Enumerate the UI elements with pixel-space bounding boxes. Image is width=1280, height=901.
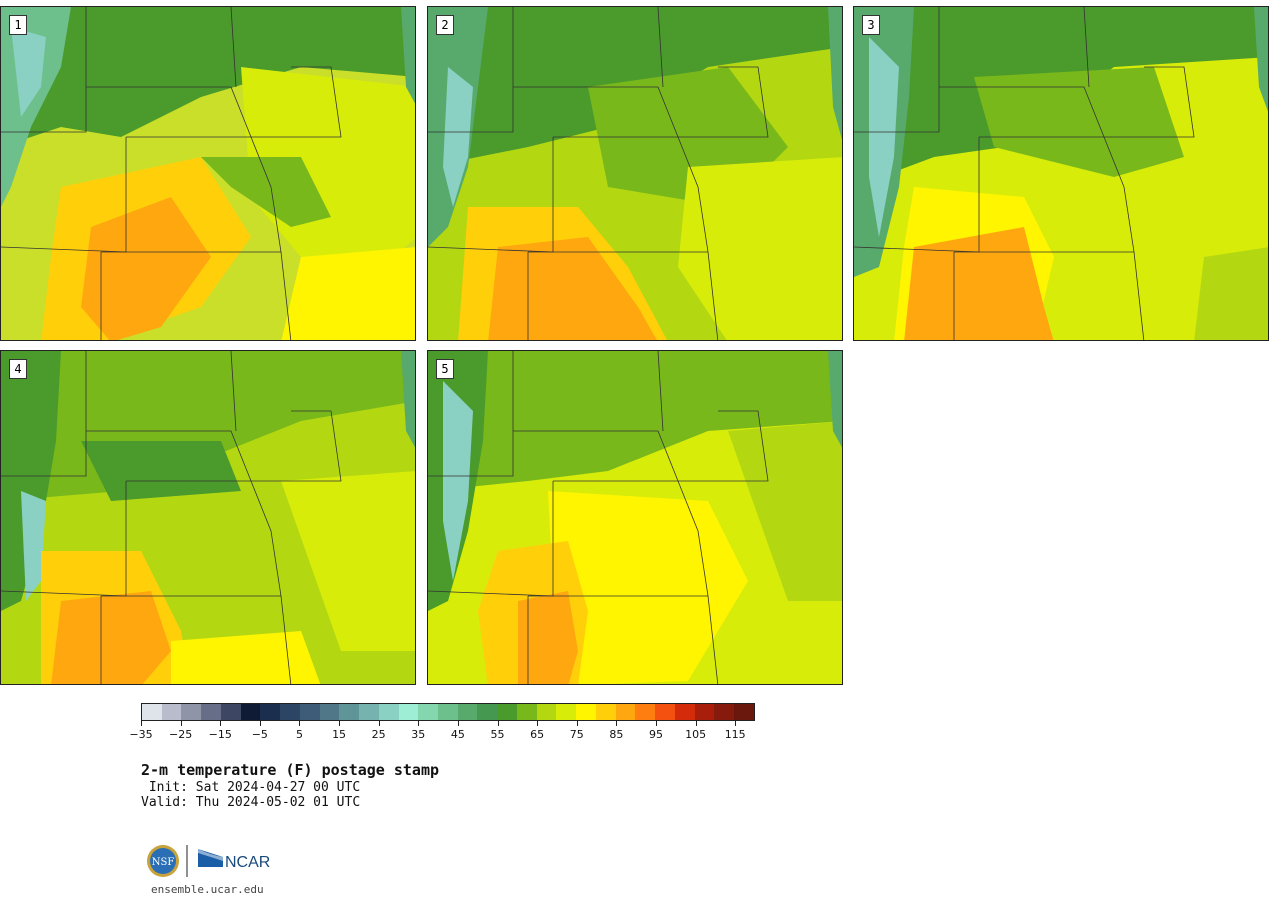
colorbar-tick-label: 75 bbox=[569, 728, 584, 741]
colorbar-swatch bbox=[556, 704, 577, 720]
colorbar-swatch bbox=[516, 704, 537, 720]
nsf-logo: NSF bbox=[147, 845, 179, 877]
colorbar-tick-label: −15 bbox=[208, 728, 232, 741]
panel-number: 5 bbox=[436, 359, 454, 379]
colorbar-swatch bbox=[615, 704, 636, 720]
colorbar-swatch bbox=[576, 704, 596, 720]
colorbar-tick-label: 95 bbox=[648, 728, 663, 741]
panel-number: 4 bbox=[9, 359, 27, 379]
colorbar-swatch bbox=[142, 704, 162, 720]
colorbar-tick-label: 85 bbox=[609, 728, 624, 741]
nsf-ncar-logo: NSF NCAR bbox=[145, 843, 275, 883]
colorbar-swatch bbox=[359, 704, 379, 720]
colorbar-tick bbox=[537, 721, 539, 726]
colorbar-tick bbox=[695, 721, 697, 726]
temperature-map-4 bbox=[1, 351, 415, 684]
temperature-map-1 bbox=[1, 7, 415, 340]
map-panel-2: 2 bbox=[427, 6, 843, 341]
colorbar-tick-label: −5 bbox=[251, 728, 268, 741]
colorbar-swatch bbox=[240, 704, 261, 720]
colorbar-swatch bbox=[655, 704, 675, 720]
colorbar-tick bbox=[616, 721, 618, 726]
map-panel-1: 1 bbox=[0, 6, 416, 341]
colorbar-swatch bbox=[734, 704, 754, 720]
colorbar-swatch bbox=[161, 704, 182, 720]
colorbar-swatch bbox=[694, 704, 715, 720]
colorbar-swatch bbox=[674, 704, 695, 720]
colorbar-tick bbox=[259, 721, 261, 726]
colorbar-swatch bbox=[398, 704, 419, 720]
colorbar-swatch bbox=[595, 704, 616, 720]
colorbar-tick bbox=[220, 721, 222, 726]
colorbar-tick bbox=[378, 721, 380, 726]
colorbar-tick-label: 15 bbox=[332, 728, 347, 741]
colorbar-tick-label: −35 bbox=[129, 728, 153, 741]
site-url: ensemble.ucar.edu bbox=[151, 883, 264, 896]
colorbar-swatch bbox=[477, 704, 498, 720]
colorbar-swatch bbox=[299, 704, 320, 720]
colorbar-swatch bbox=[220, 704, 241, 720]
colorbar-tick-label: 25 bbox=[371, 728, 386, 741]
temperature-map-3 bbox=[854, 7, 1268, 340]
colorbar-tick bbox=[141, 721, 142, 726]
colorbar-swatch bbox=[319, 704, 340, 720]
colorbar-tick bbox=[339, 721, 341, 726]
temperature-colorbar bbox=[141, 703, 755, 721]
colorbar-tick-label: 105 bbox=[685, 728, 707, 741]
map-panel-3: 3 bbox=[853, 6, 1269, 341]
colorbar-tick bbox=[735, 721, 737, 726]
panel-number: 3 bbox=[862, 15, 880, 35]
colorbar-swatch bbox=[457, 704, 478, 720]
colorbar-tick bbox=[180, 721, 182, 726]
colorbar-tick bbox=[655, 721, 657, 726]
colorbar-swatch bbox=[497, 704, 517, 720]
colorbar-tick bbox=[497, 721, 499, 726]
map-panel-5: 5 bbox=[427, 350, 843, 685]
colorbar-tick-label: 45 bbox=[450, 728, 465, 741]
colorbar-swatch bbox=[714, 704, 735, 720]
ncar-text: NCAR bbox=[225, 854, 270, 871]
init-time: Init: Sat 2024-04-27 00 UTC bbox=[141, 780, 361, 795]
temperature-map-2 bbox=[428, 7, 842, 340]
colorbar-swatch bbox=[418, 704, 439, 720]
colorbar-swatch bbox=[339, 704, 360, 720]
temperature-map-5 bbox=[428, 351, 842, 684]
colorbar-tick bbox=[457, 721, 459, 726]
colorbar-tick bbox=[576, 721, 578, 726]
colorbar-swatch bbox=[260, 704, 281, 720]
colorbar-swatch bbox=[635, 704, 656, 720]
nsf-text: NSF bbox=[152, 857, 175, 868]
colorbar-tick bbox=[418, 721, 420, 726]
panel-number: 1 bbox=[9, 15, 27, 35]
ncar-logo: NCAR bbox=[198, 849, 270, 871]
colorbar-tick-label: 35 bbox=[411, 728, 426, 741]
chart-title: 2-m temperature (F) postage stamp bbox=[141, 761, 440, 779]
panel-number: 2 bbox=[436, 15, 454, 35]
colorbar-tick-label: 55 bbox=[490, 728, 505, 741]
colorbar-tick-label: 5 bbox=[295, 728, 303, 741]
colorbar-swatch bbox=[201, 704, 221, 720]
colorbar-tick-label: 115 bbox=[724, 728, 746, 741]
colorbar-tick bbox=[299, 721, 301, 726]
colorbar-swatch bbox=[438, 704, 458, 720]
colorbar-swatch bbox=[280, 704, 300, 720]
colorbar-swatch bbox=[378, 704, 399, 720]
colorbar-tick-label: 65 bbox=[530, 728, 545, 741]
colorbar-tick-label: −25 bbox=[169, 728, 193, 741]
colorbar-swatch bbox=[181, 704, 202, 720]
map-panel-4: 4 bbox=[0, 350, 416, 685]
valid-time: Valid: Thu 2024-05-02 01 UTC bbox=[141, 795, 361, 810]
colorbar-swatch bbox=[536, 704, 557, 720]
